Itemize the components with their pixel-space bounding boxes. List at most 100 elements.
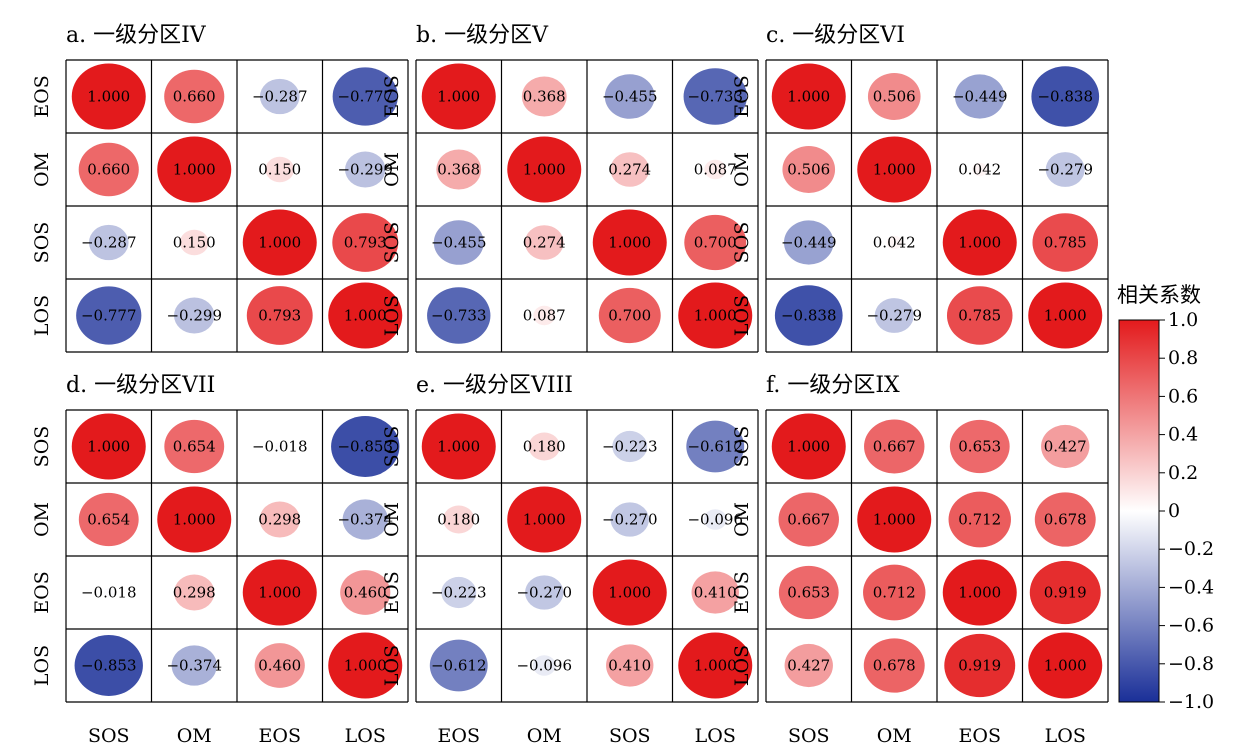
correlation-mark — [678, 632, 753, 699]
cell-value-label: −0.096 — [687, 511, 743, 529]
cell-value-label: −0.733 — [431, 307, 487, 325]
correlation-mark — [274, 442, 285, 451]
cell-value-label: 0.785 — [1044, 234, 1087, 252]
correlation-mark — [242, 209, 317, 276]
row-label: LOS — [731, 295, 753, 336]
correlation-mark — [684, 214, 747, 271]
cell-value-label: −0.374 — [166, 657, 222, 675]
cell-value-label: 1.000 — [437, 438, 480, 456]
cell-value-label: 1.000 — [87, 88, 130, 106]
row-label: LOS — [31, 645, 53, 686]
correlation-mark — [686, 420, 745, 473]
cell-value-label: −0.374 — [337, 511, 393, 529]
correlation-mark — [436, 149, 482, 190]
legend-tick-label: 0 — [1168, 500, 1180, 522]
correlation-mark — [259, 78, 300, 115]
cell-value-label: 1.000 — [1044, 657, 1087, 675]
cell-value-label: 1.000 — [787, 438, 830, 456]
correlation-mark — [421, 413, 496, 480]
row-label: LOS — [31, 295, 53, 336]
column-label-group: SOS OM EOS LOS EOS OM SOS LOS SOS OM EOS LOS — [88, 725, 1086, 747]
correlation-mark — [863, 638, 925, 693]
correlation-mark — [857, 136, 932, 203]
correlation-mark — [948, 491, 1011, 548]
cell-value-label: −0.018 — [252, 438, 308, 456]
row-label: SOS — [31, 426, 53, 468]
cell-value-label: 0.712 — [958, 511, 1001, 529]
column-label: LOS — [695, 725, 736, 747]
correlation-mark — [604, 74, 655, 119]
correlation-mark — [328, 632, 403, 699]
cell-value-label: −0.838 — [1037, 88, 1093, 106]
correlation-mark — [592, 559, 667, 626]
cell-value-label: −0.279 — [866, 307, 922, 325]
correlation-mark — [345, 151, 386, 188]
cell-value-label: −0.287 — [252, 88, 308, 106]
correlation-mark — [949, 419, 1010, 474]
cell-value-label: 0.506 — [873, 88, 916, 106]
correlation-mark — [942, 559, 1017, 626]
correlation-mark — [703, 509, 727, 530]
cell-value-label: 0.274 — [608, 161, 651, 179]
correlation-mark — [886, 235, 902, 250]
correlation-mark — [342, 499, 388, 540]
correlation-mark — [179, 229, 209, 256]
correlation-mark — [164, 69, 225, 124]
legend-tick-group: 1.0 0.8 0.6 0.4 0.2 0 −0.2 −0.4 −0.6 −0.8 −1.0 — [1159, 309, 1214, 713]
correlation-mark — [332, 67, 398, 126]
row-label: OM — [31, 502, 53, 537]
cell-value-label: 0.150 — [173, 234, 216, 252]
panel-c: c. 一级分区VI EOS OM SOS LOS 1.000 0.506 −0.449 −0.8… — [731, 23, 1109, 353]
legend-tick-label: −0.8 — [1168, 653, 1214, 675]
correlation-mark — [265, 156, 295, 183]
cell-value-label: 0.427 — [787, 657, 830, 675]
cell-value-label: 1.000 — [873, 511, 916, 529]
correlation-mark — [867, 73, 921, 120]
correlation-mark — [610, 502, 649, 537]
cell-value-label: 0.460 — [344, 584, 387, 602]
correlation-mark — [944, 633, 1016, 698]
correlation-mark — [778, 565, 839, 620]
cell-value-label: −0.777 — [337, 88, 393, 106]
panel-title: f. 一级分区IX — [766, 373, 900, 398]
cell-value-label: 0.410 — [694, 584, 737, 602]
column-label: OM — [177, 725, 212, 747]
cell-value-label: 1.000 — [608, 234, 651, 252]
correlation-mark — [331, 416, 400, 477]
cell-value-label: 0.667 — [787, 511, 830, 529]
correlation-mark — [946, 286, 1013, 345]
correlation-mark — [683, 68, 747, 125]
cell-value-label: −0.612 — [431, 657, 487, 675]
correlation-mark — [76, 286, 142, 345]
correlation-mark — [164, 419, 225, 474]
correlation-mark — [704, 159, 727, 180]
cell-value-label: 1.000 — [958, 584, 1001, 602]
column-label: EOS — [959, 725, 1001, 747]
correlation-mark — [71, 63, 146, 130]
cell-value-label: 0.506 — [787, 161, 830, 179]
correlation-mark — [88, 224, 129, 261]
legend-tick-label: 0.6 — [1168, 385, 1198, 407]
cell-value-label: 0.654 — [87, 511, 130, 529]
cell-value-label: −0.018 — [81, 584, 137, 602]
cell-value-label: −0.279 — [1037, 161, 1093, 179]
legend-tick-label: 0.4 — [1168, 424, 1198, 446]
correlation-mark — [1041, 424, 1090, 469]
column-label: SOS — [788, 725, 830, 747]
cell-value-label: 0.660 — [173, 88, 216, 106]
cell-value-label: 1.000 — [258, 234, 301, 252]
row-label: SOS — [31, 222, 53, 264]
correlation-mark — [771, 63, 846, 130]
correlation-mark — [972, 162, 988, 177]
correlation-mark — [157, 486, 232, 553]
cell-value-label: −0.455 — [431, 234, 487, 252]
cell-value-label: 1.000 — [344, 307, 387, 325]
correlation-mark — [429, 639, 488, 692]
cell-value-label: 1.000 — [1044, 307, 1087, 325]
legend-tick-label: −1.0 — [1168, 691, 1214, 713]
